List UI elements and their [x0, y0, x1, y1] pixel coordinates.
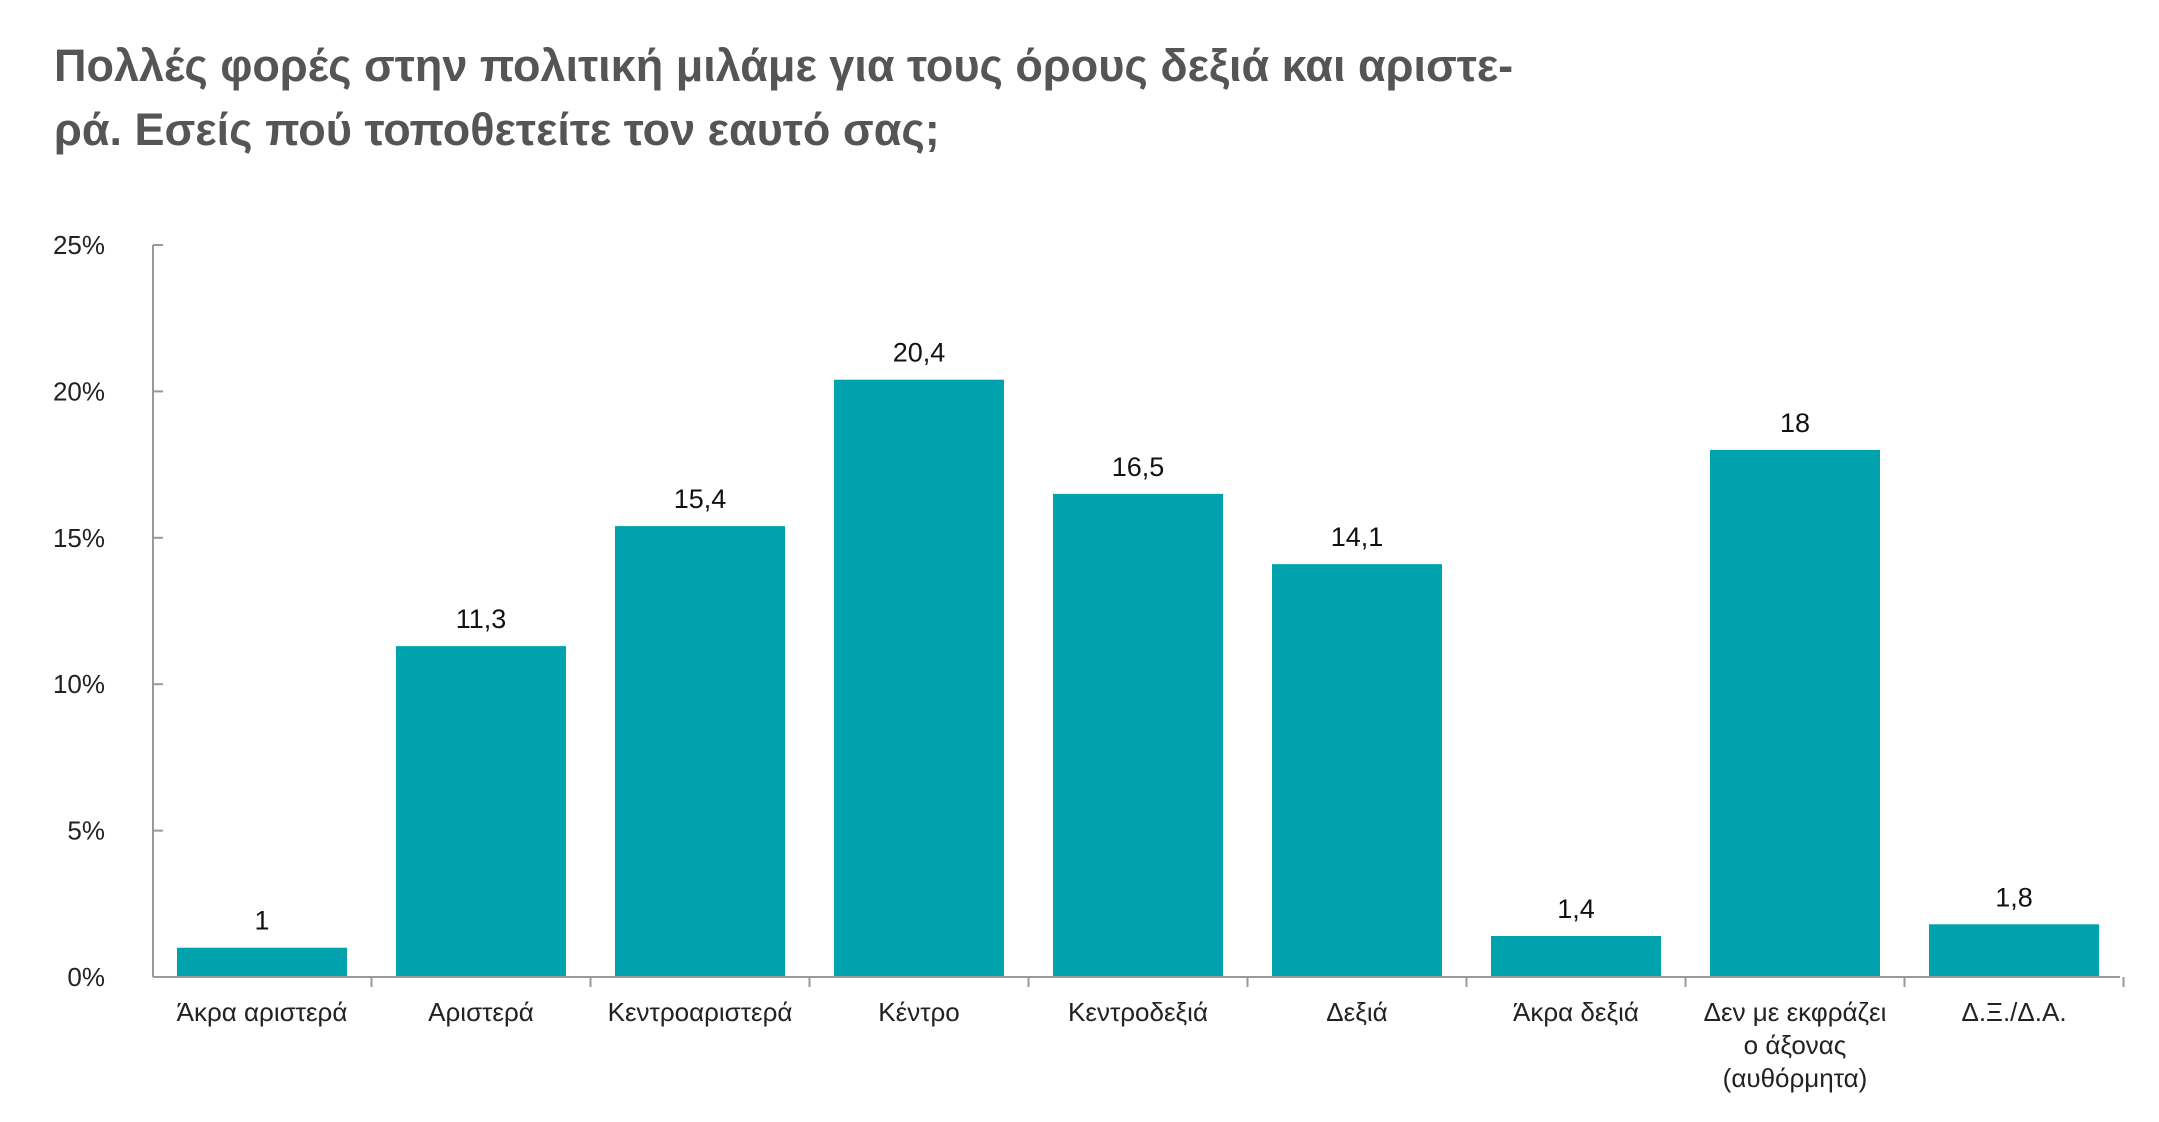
x-category-label: Αριστερά [428, 997, 534, 1027]
x-axis: Άκρα αριστερά Αριστερά Κεντροαριστερά Κέντρ… [153, 976, 2125, 1093]
x-category-label-line: Αριστερά [428, 997, 534, 1027]
y-tick-label: 10% [53, 669, 105, 699]
x-category-label-line: Δεν με εκφράζει [1704, 997, 1887, 1027]
bar [1929, 924, 2099, 977]
x-category-label: Δεν με εκφράζει ο άξονας (αυθόρμητα) [1704, 997, 1887, 1093]
y-tick-label: 20% [53, 376, 105, 406]
x-category-label-line: Δεξιά [1326, 997, 1387, 1027]
bar [177, 947, 347, 977]
chart-title-line-1: Πολλές φορές στην πολιτική μιλάμε για το… [54, 40, 1514, 91]
x-category-label: Δ.Ξ./Δ.Α. [1961, 997, 2066, 1027]
bar-value-label: 14,1 [1331, 522, 1384, 552]
y-tick-label: 25% [53, 230, 105, 260]
y-axis: 0% 5% 10% 15% 20% 25% [53, 230, 163, 992]
y-tick-label: 5% [67, 816, 105, 846]
bar-value-label: 18 [1780, 408, 1810, 438]
chart-title: Πολλές φορές στην πολιτική μιλάμε για το… [54, 34, 1754, 162]
bar [1491, 936, 1661, 977]
x-category-label: Κεντροδεξιά [1068, 997, 1208, 1027]
x-category-label: Άκρα δεξιά [1513, 997, 1639, 1027]
bars: 1 11,3 15,4 20,4 16,5 14,1 1,4 18 1,8 [177, 338, 2099, 978]
x-category-label: Άκρα αριστερά [177, 997, 348, 1027]
x-category-label-line: Κεντροδεξιά [1068, 997, 1208, 1027]
x-category-label-line: Κεντροαριστερά [608, 997, 793, 1027]
x-category-label: Κεντροαριστερά [608, 997, 793, 1027]
y-tick-label: 15% [53, 523, 105, 553]
x-category-label-line: Δ.Ξ./Δ.Α. [1961, 997, 2066, 1027]
bar-value-label: 1,4 [1557, 894, 1595, 924]
x-category-label-line: Κέντρο [878, 997, 959, 1027]
x-category-label-line: (αυθόρμητα) [1723, 1063, 1868, 1093]
bar-value-label: 16,5 [1112, 452, 1165, 482]
bar [396, 646, 566, 977]
bar [615, 526, 785, 977]
chart-title-line-2: ρά. Εσείς πού τοποθετείτε τον εαυτό σας; [54, 104, 940, 155]
bar [1272, 564, 1442, 977]
bar-value-label: 1 [254, 906, 269, 936]
bar [1053, 493, 1223, 977]
y-tick-label: 0% [67, 962, 105, 992]
bar [1710, 449, 1880, 978]
x-category-label: Κέντρο [878, 997, 959, 1027]
x-category-label-line: Άκρα δεξιά [1513, 997, 1639, 1027]
x-category-label-line: Άκρα αριστερά [177, 997, 348, 1027]
bar-value-label: 20,4 [893, 338, 946, 368]
x-category-label: Δεξιά [1326, 997, 1387, 1027]
bar-value-label: 11,3 [456, 604, 507, 634]
bar-value-label: 15,4 [674, 484, 727, 514]
bar-value-label: 1,8 [1995, 882, 2033, 912]
x-category-label-line: ο άξονας [1744, 1030, 1847, 1060]
bar [834, 379, 1004, 977]
